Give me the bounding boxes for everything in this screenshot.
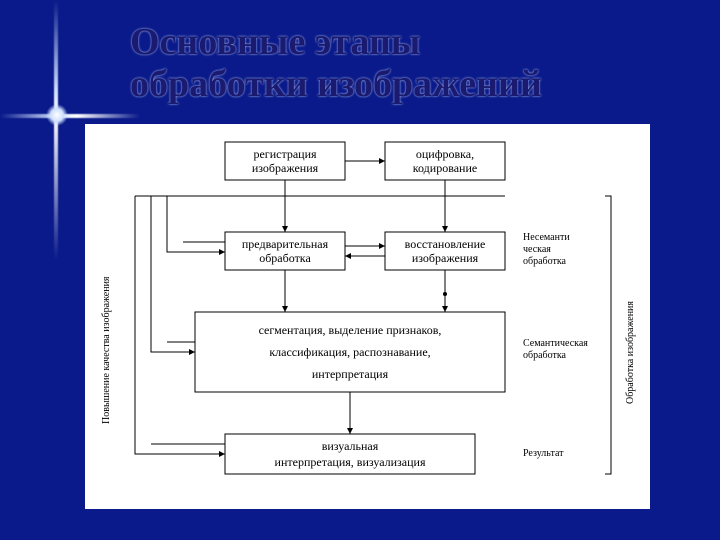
right-label-result: Результат xyxy=(523,448,564,459)
title-line-2: обработки изображений xyxy=(130,63,542,105)
box-registration: регистрация изображения xyxy=(225,142,345,180)
r2-l2: обработка xyxy=(523,350,567,361)
box-visualization: визуальная интерпретация, визуализация xyxy=(225,434,475,474)
b3-l1: предварительная xyxy=(242,237,329,251)
r2-l1: Семантическая xyxy=(523,338,588,349)
right-label-semantic: Семантическая обработка xyxy=(523,338,588,361)
right-vertical-label: Обработка изображения xyxy=(625,301,636,404)
right-bracket xyxy=(605,196,611,474)
r1-l3: обработка xyxy=(523,256,567,267)
title-line-1: Основные этапы xyxy=(130,21,420,63)
slide: Основные этапы обработки изображений рег… xyxy=(0,0,720,540)
b1-l2: изображения xyxy=(252,161,319,175)
r3-l1: Результат xyxy=(523,448,564,459)
b4-l2: изображения xyxy=(412,251,479,265)
left-vertical-label: Повышение качества изображения xyxy=(101,276,112,424)
box-segmentation: сегментация, выделение признаков, класси… xyxy=(195,312,505,392)
r1-l2: ческая xyxy=(523,244,551,255)
flowchart-svg: регистрация изображения оцифровка, кодир… xyxy=(85,124,650,509)
diagram-panel: регистрация изображения оцифровка, кодир… xyxy=(85,124,650,509)
b6-l2: интерпретация, визуализация xyxy=(275,455,426,469)
b5-l1: сегментация, выделение признаков, xyxy=(259,323,442,337)
b6-l1: визуальная xyxy=(322,439,379,453)
title-block: Основные этапы обработки изображений xyxy=(60,8,700,108)
b5-l3: интерпретация xyxy=(312,367,389,381)
b4-l1: восстановление xyxy=(405,237,486,251)
r1-l1: Несеманти xyxy=(523,232,570,243)
b3-l2: обработка xyxy=(259,251,311,265)
b2-l2: кодирование xyxy=(413,161,477,175)
junction-dot xyxy=(443,292,447,296)
box-preprocessing: предварительная обработка xyxy=(225,232,345,270)
b5-l2: классификация, распознавание, xyxy=(269,345,430,359)
right-label-nonsemantic: Несеманти ческая обработка xyxy=(523,232,570,267)
box-digitization: оцифровка, кодирование xyxy=(385,142,505,180)
b2-l1: оцифровка, xyxy=(416,147,474,161)
box-restoration: восстановление изображения xyxy=(385,232,505,270)
b1-l1: регистрация xyxy=(253,147,317,161)
